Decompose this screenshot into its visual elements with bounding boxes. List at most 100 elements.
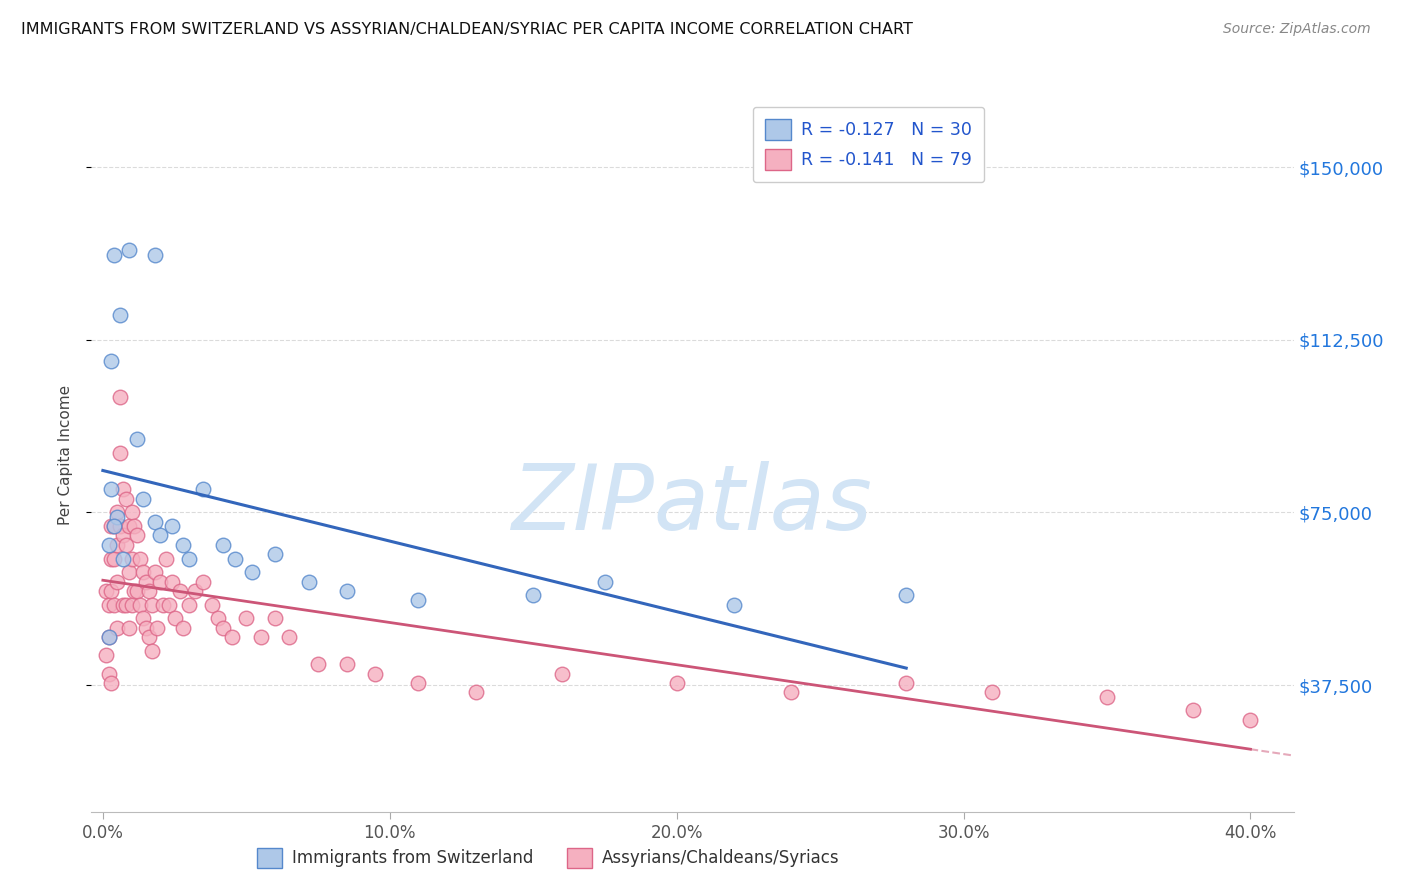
Text: ZIPatlas: ZIPatlas xyxy=(512,461,873,549)
Point xyxy=(169,583,191,598)
Point xyxy=(224,551,246,566)
Point xyxy=(207,611,229,625)
Point xyxy=(127,583,149,598)
Point xyxy=(593,574,616,589)
Point xyxy=(1182,703,1205,717)
Point xyxy=(141,598,163,612)
Point xyxy=(100,353,122,368)
Point xyxy=(100,483,122,497)
Point xyxy=(118,566,141,580)
Point xyxy=(105,506,128,520)
Point xyxy=(94,648,117,663)
Point xyxy=(114,598,136,612)
Point xyxy=(981,685,1004,699)
Point xyxy=(111,483,134,497)
Point xyxy=(152,598,174,612)
Point xyxy=(522,588,544,602)
Point xyxy=(124,519,146,533)
Point xyxy=(114,538,136,552)
Point xyxy=(108,390,131,404)
Point xyxy=(103,598,125,612)
Point xyxy=(97,630,120,644)
Point xyxy=(163,611,186,625)
Point xyxy=(138,630,160,644)
Point xyxy=(212,621,235,635)
Point xyxy=(143,515,166,529)
Point xyxy=(149,574,172,589)
Point xyxy=(135,574,157,589)
Point xyxy=(132,566,155,580)
Point xyxy=(160,574,183,589)
Point xyxy=(105,621,128,635)
Point xyxy=(183,583,205,598)
Point xyxy=(364,666,387,681)
Point xyxy=(97,666,120,681)
Point xyxy=(105,538,128,552)
Point xyxy=(105,574,128,589)
Point xyxy=(97,538,120,552)
Point xyxy=(665,675,688,690)
Point xyxy=(146,621,169,635)
Point xyxy=(108,308,131,322)
Text: IMMIGRANTS FROM SWITZERLAND VS ASSYRIAN/CHALDEAN/SYRIAC PER CAPITA INCOME CORREL: IMMIGRANTS FROM SWITZERLAND VS ASSYRIAN/… xyxy=(21,22,912,37)
Point xyxy=(157,598,180,612)
Point xyxy=(118,243,141,257)
Point xyxy=(135,621,157,635)
Point xyxy=(100,519,122,533)
Point xyxy=(141,643,163,657)
Point xyxy=(114,491,136,506)
Point xyxy=(172,538,194,552)
Point xyxy=(143,247,166,261)
Point xyxy=(336,583,359,598)
Y-axis label: Per Capita Income: Per Capita Income xyxy=(58,384,73,525)
Point xyxy=(172,621,194,635)
Point xyxy=(780,685,803,699)
Point xyxy=(193,574,215,589)
Point xyxy=(240,566,263,580)
Point xyxy=(307,657,329,672)
Point xyxy=(1239,713,1261,727)
Point xyxy=(94,583,117,598)
Point xyxy=(155,551,177,566)
Point xyxy=(129,598,152,612)
Point xyxy=(103,519,125,533)
Point xyxy=(264,611,287,625)
Point xyxy=(118,519,141,533)
Point xyxy=(103,551,125,566)
Text: Source: ZipAtlas.com: Source: ZipAtlas.com xyxy=(1223,22,1371,37)
Point xyxy=(464,685,486,699)
Point xyxy=(100,551,122,566)
Point xyxy=(121,598,143,612)
Point xyxy=(896,675,918,690)
Point xyxy=(100,583,122,598)
Point xyxy=(1095,690,1118,704)
Point xyxy=(221,630,243,644)
Point xyxy=(193,483,215,497)
Point xyxy=(121,551,143,566)
Point xyxy=(103,519,125,533)
Point xyxy=(408,593,430,607)
Legend: Immigrants from Switzerland, Assyrians/Chaldeans/Syriacs: Immigrants from Switzerland, Assyrians/C… xyxy=(250,841,846,875)
Point xyxy=(408,675,430,690)
Point xyxy=(127,528,149,542)
Point xyxy=(132,611,155,625)
Point xyxy=(121,506,143,520)
Point xyxy=(177,551,200,566)
Point xyxy=(143,566,166,580)
Point xyxy=(160,519,183,533)
Point xyxy=(177,598,200,612)
Point xyxy=(111,551,134,566)
Point xyxy=(149,528,172,542)
Point xyxy=(127,432,149,446)
Point xyxy=(103,247,125,261)
Point xyxy=(235,611,257,625)
Point xyxy=(132,491,155,506)
Point xyxy=(111,528,134,542)
Point xyxy=(97,630,120,644)
Point xyxy=(108,519,131,533)
Point xyxy=(278,630,301,644)
Point xyxy=(201,598,224,612)
Point xyxy=(111,598,134,612)
Point xyxy=(138,583,160,598)
Point xyxy=(105,510,128,524)
